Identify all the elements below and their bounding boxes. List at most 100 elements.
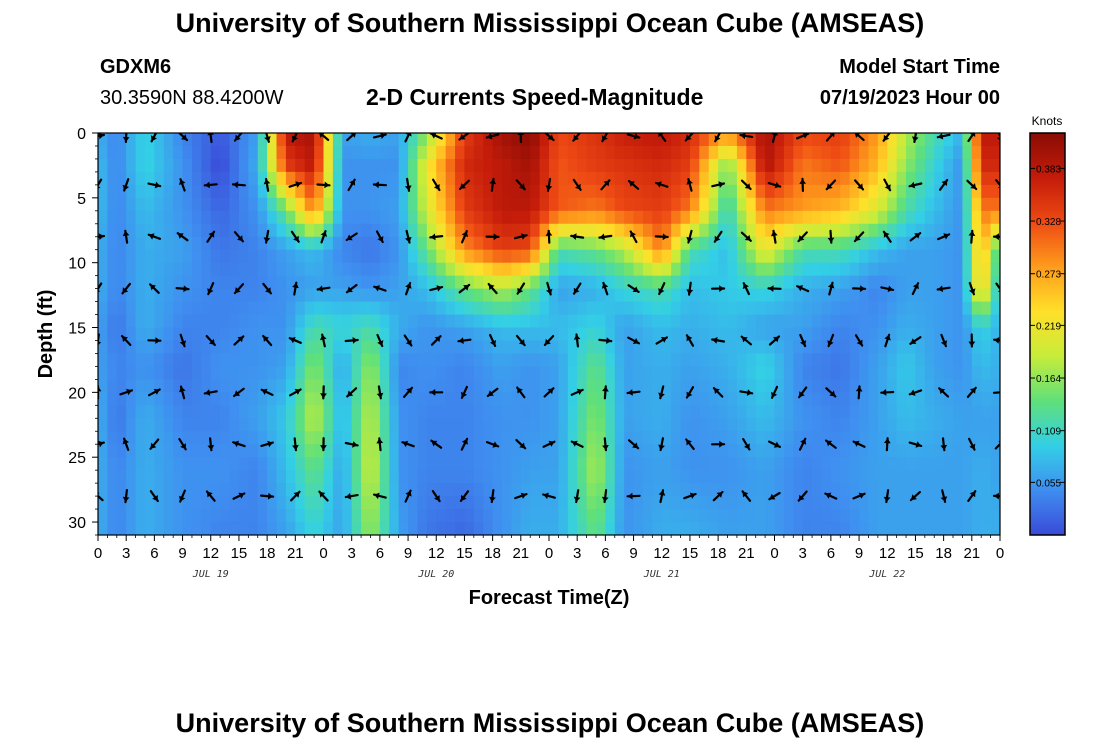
heatmap-cell (708, 223, 719, 238)
heatmap-cell (342, 522, 353, 535)
heatmap-cell (98, 483, 108, 497)
heatmap-cell (840, 509, 851, 523)
heatmap-cell (107, 392, 118, 406)
current-arrow (797, 231, 808, 243)
heatmap-cell (943, 483, 954, 497)
date-label: JUL 21 (643, 569, 680, 580)
current-arrow (543, 335, 555, 346)
heatmap-cell (229, 171, 240, 186)
heatmap-cell (323, 457, 334, 471)
heatmap-cell (248, 340, 259, 355)
heatmap-cell (830, 327, 841, 342)
heatmap-cell (191, 496, 202, 510)
heatmap-cell (473, 171, 484, 186)
heatmap-cell (116, 444, 127, 458)
heatmap-cell (924, 340, 935, 355)
heatmap-cell (426, 483, 437, 497)
heatmap-cell (981, 392, 992, 406)
heatmap-cell (549, 314, 559, 329)
current-arrow (626, 492, 641, 500)
current-arrow (992, 391, 1000, 394)
current-arrow (768, 335, 781, 346)
heatmap-cell (295, 379, 306, 393)
current-arrow (318, 490, 329, 502)
heatmap-cell (708, 392, 719, 406)
heatmap-cell (906, 470, 917, 484)
heatmap-cell (116, 275, 127, 290)
heatmap-cell (661, 405, 672, 419)
heatmap-cell (614, 379, 625, 393)
heatmap-cell (361, 444, 372, 458)
y-tick-label: 20 (68, 385, 86, 402)
heatmap-cell (539, 275, 550, 290)
heatmap-cell (689, 444, 700, 458)
heatmap-cell (765, 275, 776, 290)
x-tick-label: 12 (653, 545, 670, 562)
heatmap-cell (671, 262, 682, 277)
heatmap-cell (746, 379, 757, 393)
current-arrow (658, 437, 665, 452)
heatmap-cell (595, 197, 606, 212)
heatmap-cell (520, 236, 531, 251)
heatmap-cell (840, 405, 851, 419)
heatmap-cell (361, 340, 372, 355)
heatmap-cell (605, 405, 616, 419)
heatmap-cell (445, 210, 456, 225)
heatmap-cell (689, 223, 700, 238)
heatmap-cell (802, 171, 813, 186)
current-arrow (602, 385, 609, 400)
heatmap-cell (201, 145, 212, 160)
heatmap-cell (314, 184, 325, 199)
heatmap-cell (718, 379, 729, 393)
heatmap-cell (924, 418, 935, 432)
heatmap-cell (173, 509, 184, 523)
heatmap-cell (389, 379, 400, 393)
heatmap-cell (774, 444, 785, 458)
current-arrow (882, 230, 892, 243)
heatmap-cell (755, 288, 766, 303)
heatmap-cell (971, 496, 982, 510)
heatmap-cell (154, 275, 165, 290)
heatmap-cell (887, 457, 898, 471)
heatmap-cell (379, 509, 390, 523)
heatmap-cell (417, 249, 428, 264)
heatmap-cell (332, 470, 343, 484)
heatmap-cell (689, 483, 700, 497)
x-tick-label: 6 (376, 545, 384, 562)
heatmap-cell (736, 327, 747, 342)
heatmap-cell (793, 340, 804, 355)
x-tick-label: 15 (907, 545, 924, 562)
heatmap-cell (577, 405, 588, 419)
heatmap-cell (483, 470, 494, 484)
heatmap-cell (285, 236, 296, 251)
heatmap-cell (483, 444, 494, 458)
heatmap-cell (351, 223, 362, 238)
heatmap-cell (135, 210, 146, 225)
heatmap-cell (304, 262, 315, 277)
heatmap-cell (793, 379, 804, 393)
heatmap-cell (755, 379, 766, 393)
heatmap-cell (783, 509, 794, 523)
heatmap-cell (220, 171, 231, 186)
heatmap-cell (511, 133, 522, 147)
heatmap-cell (332, 444, 343, 458)
heatmap-cell (455, 431, 466, 445)
heatmap-cell (314, 145, 325, 160)
heatmap-cell (971, 431, 982, 445)
heatmap-cell (163, 431, 174, 445)
heatmap-cell (295, 301, 306, 316)
heatmap-cell (774, 457, 785, 471)
heatmap-cell (830, 457, 841, 471)
heatmap-cell (746, 210, 757, 225)
heatmap-cell (567, 366, 578, 380)
heatmap-cell (840, 470, 851, 484)
heatmap-cell (492, 327, 503, 342)
heatmap-cell (163, 158, 174, 173)
heatmap-cell (671, 184, 682, 199)
heatmap-cell (276, 418, 287, 432)
heatmap-cell (718, 431, 729, 445)
current-arrow (938, 178, 949, 191)
heatmap-cell (661, 496, 672, 510)
heatmap-cell (191, 158, 202, 173)
heatmap-cell (614, 184, 625, 199)
